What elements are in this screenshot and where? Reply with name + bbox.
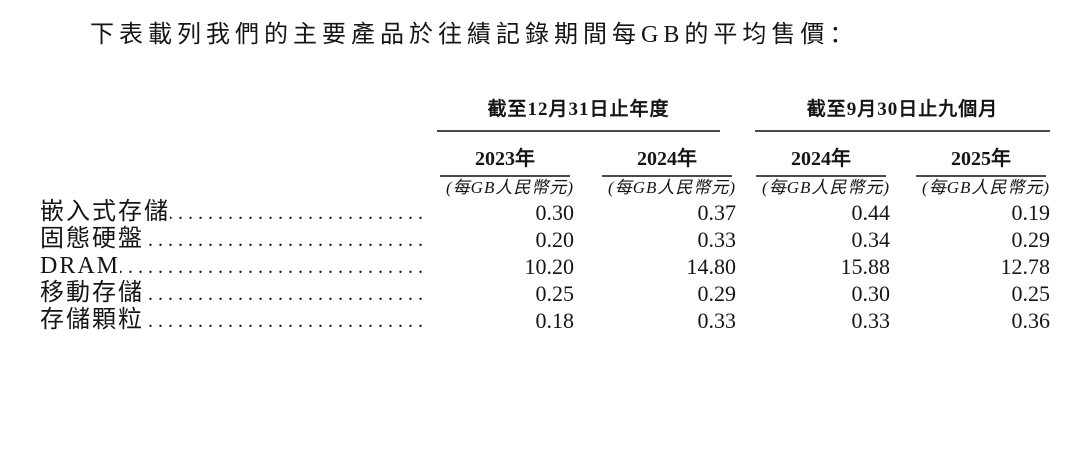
value-cell: 0.25	[1011, 281, 1051, 306]
dot-leader: ........................................…	[144, 283, 428, 305]
table-row-memory-chips: 存儲顆粒 ...................................…	[40, 307, 1050, 334]
year-header-2024: 2024年	[602, 132, 733, 177]
row-label-cell: DRAM ...................................…	[40, 253, 432, 280]
intro-paragraph: 下表載列我們的主要產品於往績記錄期間每GB的平均售價：	[90, 22, 859, 48]
year-header-cell: 2023年	[432, 132, 574, 177]
row-label: 存儲顆粒	[40, 307, 144, 333]
table-row-dram: DRAM ...................................…	[40, 253, 1050, 280]
value-cell: 0.20	[535, 227, 575, 252]
row-label: 嵌入式存儲	[40, 199, 170, 225]
value-cell: 0.33	[851, 308, 891, 333]
value-cell: 0.29	[1011, 227, 1051, 252]
row-label: 固態硬盤	[40, 226, 144, 252]
period-group-cell-nine-months: 截至9月30日止九個月	[736, 98, 1051, 132]
table-row-mobile-storage: 移動存儲 ...................................…	[40, 280, 1050, 307]
year-header-cell: 2025年	[890, 132, 1050, 177]
empty-corner-cell	[40, 98, 432, 132]
year-header-2023: 2023年	[440, 132, 570, 177]
value-cell: 0.37	[697, 200, 737, 225]
row-label-cell: 存儲顆粒 ...................................…	[40, 307, 432, 334]
dot-leader: ........................................…	[144, 310, 428, 332]
row-label-cell: 固態硬盤 ...................................…	[40, 226, 432, 253]
value-cell: 0.29	[697, 281, 737, 306]
period-group-label-annual: 截至12月31日止年度	[437, 98, 721, 132]
unit-label: (每GB人民幣元)	[608, 178, 737, 197]
value-cell: 0.30	[851, 281, 891, 306]
year-header-2025-9m: 2025年	[916, 132, 1047, 177]
empty-cell	[40, 177, 432, 199]
row-label-cell: 移動存儲 ...................................…	[40, 280, 432, 307]
year-header-row: 2023年 2024年 2024年 2025年	[40, 132, 1050, 177]
unit-row: (每GB人民幣元) (每GB人民幣元) (每GB人民幣元) (每GB人民幣元)	[40, 177, 1050, 199]
unit-label: (每GB人民幣元)	[922, 178, 1051, 197]
value-cell: 0.34	[851, 227, 891, 252]
value-cell: 15.88	[840, 254, 891, 279]
period-group-header-row: 截至12月31日止年度 截至9月30日止九個月	[40, 98, 1051, 132]
period-group-cell-annual: 截至12月31日止年度	[432, 98, 736, 132]
value-cell: 0.30	[535, 200, 575, 225]
dot-leader: ........................................…	[144, 229, 428, 251]
value-cell: 0.19	[1011, 200, 1051, 225]
value-cell: 0.33	[697, 308, 737, 333]
year-header-2024-9m: 2024年	[756, 132, 887, 177]
value-cell: 12.78	[1000, 254, 1051, 279]
year-header-cell: 2024年	[736, 132, 890, 177]
value-cell: 0.44	[851, 200, 891, 225]
row-label: DRAM	[40, 253, 121, 279]
value-cell: 14.80	[686, 254, 737, 279]
row-label-cell: 嵌入式存儲 ..................................…	[40, 199, 432, 226]
row-label: 移動存儲	[40, 280, 144, 306]
value-cell: 10.20	[524, 254, 575, 279]
table-row-embedded-storage: 嵌入式存儲 ..................................…	[40, 199, 1050, 226]
value-cell: 0.18	[535, 308, 575, 333]
value-cell: 0.36	[1011, 308, 1051, 333]
empty-cell	[40, 132, 432, 177]
unit-label: (每GB人民幣元)	[762, 178, 891, 197]
year-header-cell: 2024年	[574, 132, 736, 177]
average-selling-price-table: 截至12月31日止年度 截至9月30日止九個月 2023年 2024年 2024…	[40, 98, 1051, 334]
period-group-label-nine-months: 截至9月30日止九個月	[755, 98, 1051, 132]
dot-leader: ........................................…	[170, 202, 428, 224]
dot-leader: ........................................…	[120, 256, 428, 278]
table-row-ssd: 固態硬盤 ...................................…	[40, 226, 1050, 253]
unit-label: (每GB人民幣元)	[446, 178, 574, 197]
value-cell: 0.33	[697, 227, 737, 252]
value-cell: 0.25	[535, 281, 575, 306]
